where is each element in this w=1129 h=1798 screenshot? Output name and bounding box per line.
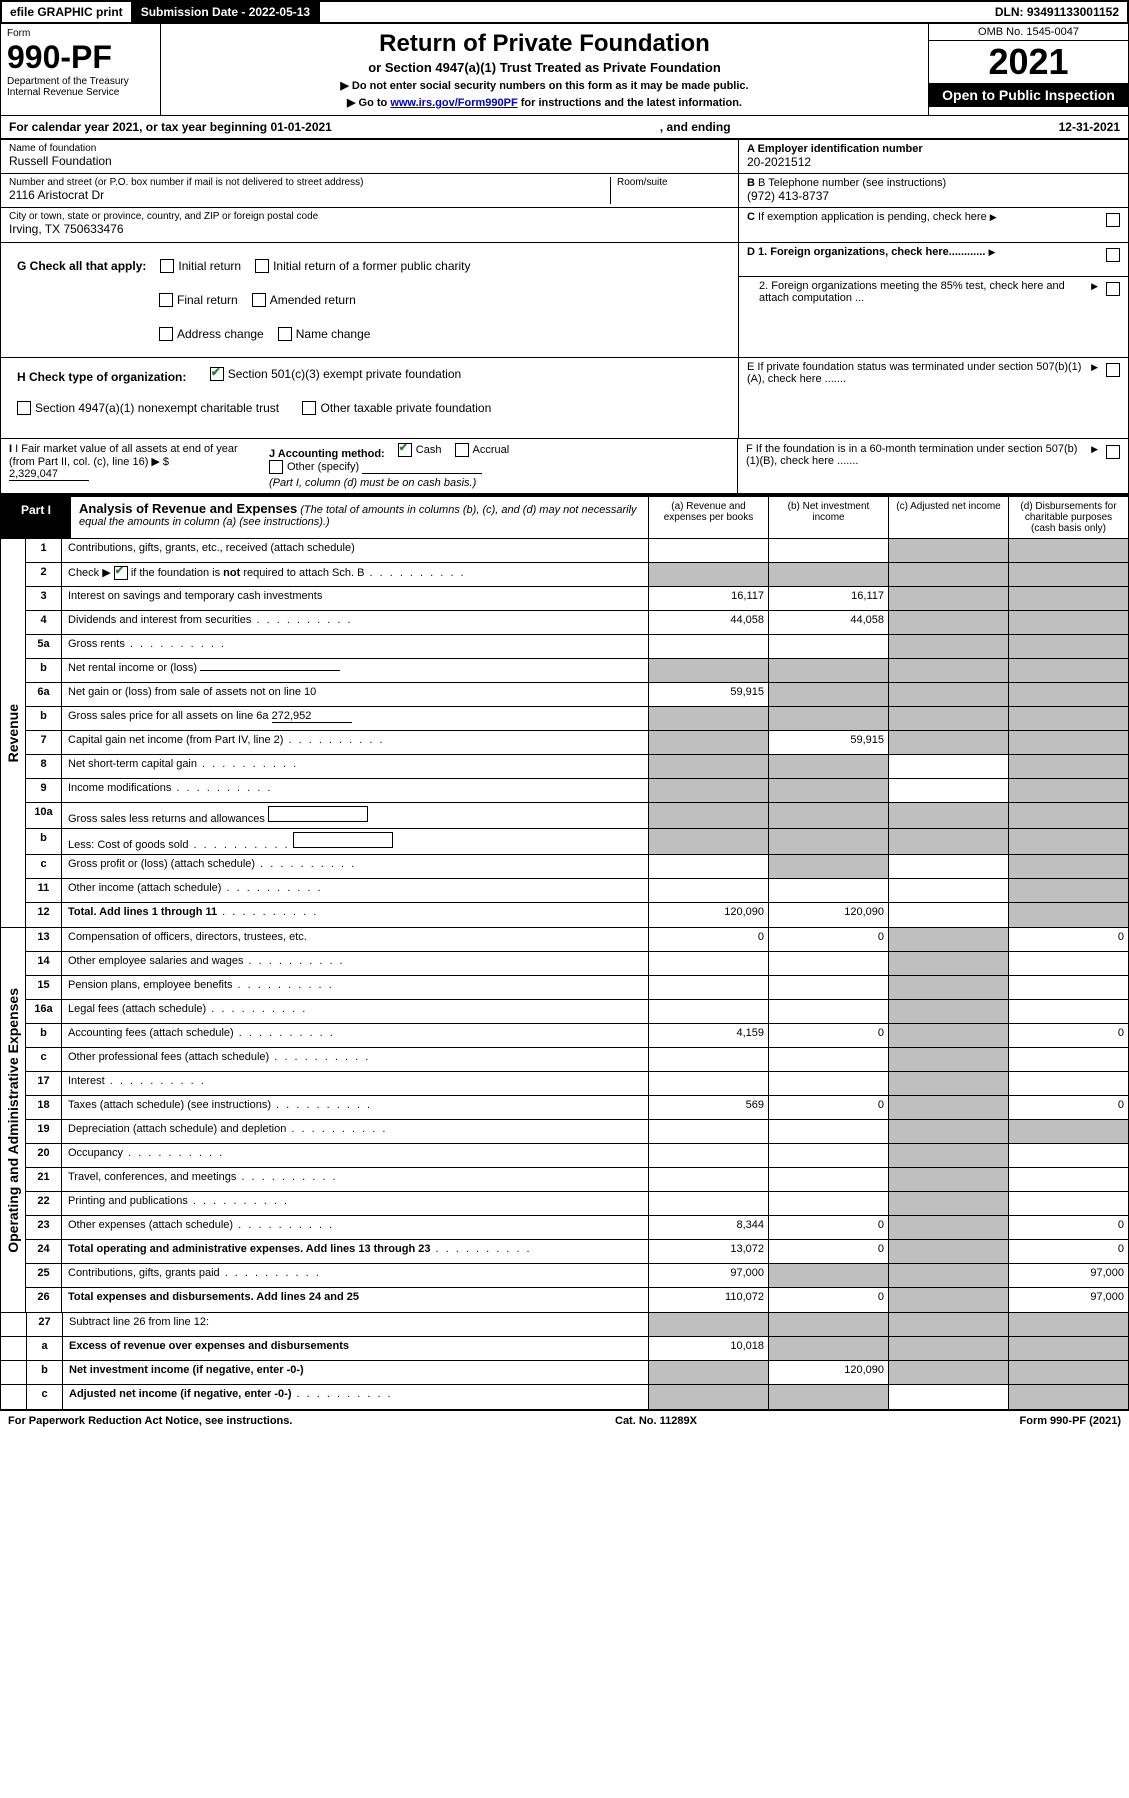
efile-label: efile GRAPHIC print	[2, 2, 133, 22]
g-label: G Check all that apply:	[17, 259, 146, 273]
cat-number: Cat. No. 11289X	[615, 1415, 697, 1427]
irs: Internal Revenue Service	[7, 87, 154, 98]
form-header: Form 990-PF Department of the Treasury I…	[0, 24, 1129, 116]
topbar: efile GRAPHIC print Submission Date - 20…	[0, 0, 1129, 24]
d2-checkbox[interactable]	[1106, 282, 1120, 296]
col-c-header: (c) Adjusted net income	[888, 497, 1008, 538]
part1-title: Analysis of Revenue and Expenses	[79, 501, 297, 516]
footer: For Paperwork Reduction Act Notice, see …	[0, 1410, 1129, 1431]
initial-former-checkbox[interactable]	[255, 259, 269, 273]
fmv-value: 2,329,047	[9, 468, 89, 481]
entity-header: Name of foundation Russell Foundation Nu…	[0, 140, 1129, 243]
form-number: 990-PF	[7, 39, 154, 76]
revenue-side-label: Revenue	[5, 696, 21, 770]
d1-label: D 1. Foreign organizations, check here..…	[747, 246, 985, 258]
j-note: (Part I, column (d) must be on cash basi…	[269, 477, 729, 489]
final-return-checkbox[interactable]	[159, 293, 173, 307]
other-taxable-checkbox[interactable]	[302, 401, 316, 415]
d1-checkbox[interactable]	[1106, 248, 1120, 262]
part1-label: Part I	[1, 497, 71, 538]
j-label: J Accounting method:	[269, 448, 385, 460]
pra-notice: For Paperwork Reduction Act Notice, see …	[8, 1415, 292, 1427]
dln: DLN: 93491133001152	[987, 2, 1127, 22]
501c3-checkbox[interactable]	[210, 367, 224, 381]
form-ref: Form 990-PF (2021)	[1020, 1415, 1121, 1427]
initial-return-checkbox[interactable]	[160, 259, 174, 273]
address: 2116 Aristocrat Dr	[9, 188, 610, 202]
f-label: F If the foundation is in a 60-month ter…	[746, 443, 1085, 467]
cash-checkbox[interactable]	[398, 443, 412, 457]
form-subtitle: or Section 4947(a)(1) Trust Treated as P…	[171, 60, 918, 75]
d2-label: 2. Foreign organizations meeting the 85%…	[747, 280, 1085, 304]
omb-number: OMB No. 1545-0047	[929, 24, 1128, 41]
accrual-checkbox[interactable]	[455, 443, 469, 457]
4947-checkbox[interactable]	[17, 401, 31, 415]
ein-label: A Employer identification number	[747, 143, 1120, 155]
address-change-checkbox[interactable]	[159, 327, 173, 341]
other-method-checkbox[interactable]	[269, 460, 283, 474]
e-checkbox[interactable]	[1106, 363, 1120, 377]
submission-date: Submission Date - 2022-05-13	[133, 2, 320, 22]
form-word: Form	[7, 28, 154, 39]
ein-value: 20-2021512	[747, 155, 1120, 169]
city-label: City or town, state or province, country…	[9, 211, 730, 222]
part1-header: Part I Analysis of Revenue and Expenses …	[0, 495, 1129, 539]
name-label: Name of foundation	[9, 143, 730, 154]
room-label: Room/suite	[617, 177, 730, 188]
c-label: C If exemption application is pending, c…	[747, 211, 1100, 223]
instruction-2: ▶ Go to www.irs.gov/Form990PF for instru…	[171, 96, 918, 109]
schb-checkbox[interactable]	[114, 566, 128, 580]
phone-value: (972) 413-8737	[747, 189, 1120, 203]
calendar-year-row: For calendar year 2021, or tax year begi…	[0, 116, 1129, 140]
city-state-zip: Irving, TX 750633476	[9, 222, 730, 236]
f-checkbox[interactable]	[1106, 445, 1120, 459]
col-b-header: (b) Net investment income	[768, 497, 888, 538]
col-d-header: (d) Disbursements for charitable purpose…	[1008, 497, 1128, 538]
instruction-1: ▶ Do not enter social security numbers o…	[171, 79, 918, 92]
name-change-checkbox[interactable]	[278, 327, 292, 341]
addr-label: Number and street (or P.O. box number if…	[9, 177, 610, 188]
form-title: Return of Private Foundation	[171, 30, 918, 58]
form990pf-link[interactable]: www.irs.gov/Form990PF	[390, 97, 517, 109]
e-label: E If private foundation status was termi…	[747, 361, 1085, 385]
phone-label: B B Telephone number (see instructions)	[747, 177, 1120, 189]
amended-return-checkbox[interactable]	[252, 293, 266, 307]
c-checkbox[interactable]	[1106, 213, 1120, 227]
col-a-header: (a) Revenue and expenses per books	[648, 497, 768, 538]
foundation-name: Russell Foundation	[9, 154, 730, 168]
tax-year: 2021	[929, 41, 1128, 83]
open-public: Open to Public Inspection	[929, 83, 1128, 107]
expenses-side-label: Operating and Administrative Expenses	[5, 980, 21, 1261]
h-label: H Check type of organization:	[17, 370, 186, 384]
dept: Department of the Treasury	[7, 76, 154, 87]
